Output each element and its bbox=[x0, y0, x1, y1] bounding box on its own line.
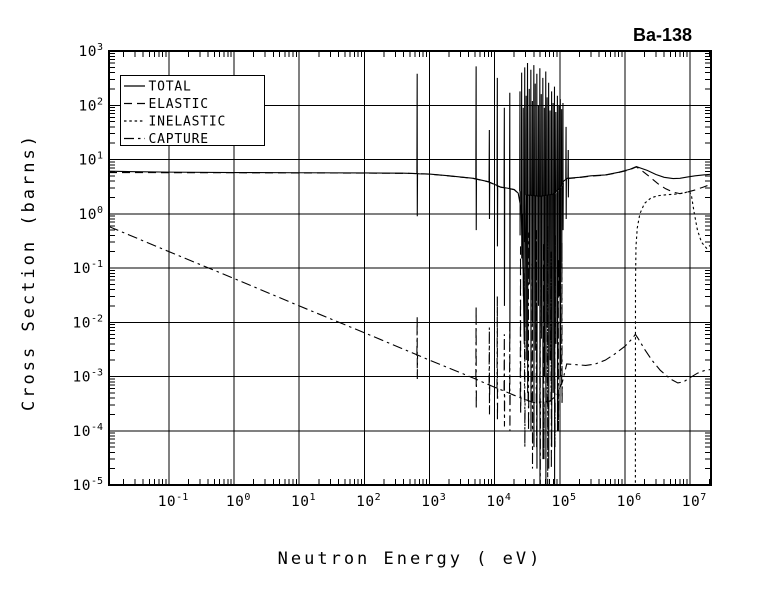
series-capture-resonance-spike bbox=[523, 273, 526, 448]
y-tick-label: 103 bbox=[79, 42, 104, 60]
data-series bbox=[109, 63, 711, 485]
y-tick-label: 102 bbox=[79, 96, 104, 114]
series-inelastic bbox=[634, 190, 711, 483]
legend-label-inelastic: INELASTIC bbox=[149, 115, 227, 130]
legend-label-total: TOTAL bbox=[149, 80, 192, 95]
series-total-resonance-spike bbox=[416, 73, 419, 217]
series-capture-resonance-spike bbox=[557, 258, 560, 431]
series-capture-resonance-spike bbox=[535, 230, 538, 448]
series-total-resonance-spike bbox=[526, 63, 529, 393]
x-tick-label: 104 bbox=[486, 492, 511, 510]
series-total-resonance-spike bbox=[542, 77, 544, 460]
series-total-resonance-spike bbox=[560, 109, 563, 269]
x-tick-labels: 10-1 100 101 102 103 104 105 106 107 bbox=[158, 492, 707, 510]
series-capture-resonance-spike bbox=[553, 235, 556, 448]
x-tick-label: 106 bbox=[617, 492, 642, 510]
series-total-resonance-spike bbox=[503, 107, 506, 306]
y-tick-label: 10-3 bbox=[72, 368, 103, 386]
series-total-resonance-spike bbox=[522, 107, 525, 297]
series-total-resonance-spike bbox=[519, 91, 521, 236]
y-axis-label: Cross Section (barns) bbox=[19, 133, 39, 411]
x-tick-label: 107 bbox=[682, 492, 707, 510]
series-capture-resonance-spike bbox=[543, 242, 545, 460]
y-tick-label: 10-1 bbox=[72, 259, 103, 277]
series-total-resonance-spike bbox=[520, 72, 523, 259]
x-tick-label: 102 bbox=[356, 492, 381, 510]
series-total-resonance-spike bbox=[552, 102, 554, 393]
series-capture-resonance-spike bbox=[475, 305, 478, 410]
series-capture-resonance-spike bbox=[508, 322, 511, 431]
series-total-resonance-spike bbox=[549, 110, 551, 361]
series-total-resonance-spike bbox=[530, 69, 532, 431]
series-total-resonance-spike bbox=[488, 129, 491, 220]
x-tick-label: 100 bbox=[226, 492, 251, 510]
x-tick-label: 105 bbox=[552, 492, 577, 510]
series-total-resonance-spike bbox=[547, 82, 550, 469]
series-capture-resonance-spike bbox=[503, 334, 506, 427]
x-tick-label: 103 bbox=[421, 492, 446, 510]
y-tick-label: 101 bbox=[79, 151, 104, 169]
series-total-resonance-spike bbox=[475, 66, 478, 231]
x-tick-label: 101 bbox=[291, 492, 316, 510]
series-total-resonance-spike bbox=[525, 95, 528, 361]
series-elastic-segment bbox=[567, 166, 711, 195]
legend-label-capture: CAPTURE bbox=[149, 132, 209, 147]
series-capture-resonance-spike bbox=[496, 296, 499, 422]
series-total-resonance-spike bbox=[559, 99, 562, 377]
series-total-resonance-spike bbox=[565, 126, 567, 220]
series-total-resonance-spike bbox=[562, 102, 564, 231]
series-inelastic-segment bbox=[634, 190, 711, 483]
series-total-resonance-spike bbox=[540, 94, 543, 339]
series-total-resonance-spike bbox=[556, 95, 559, 431]
y-tick-label: 100 bbox=[79, 205, 104, 223]
series-total-segment bbox=[109, 166, 711, 344]
series-capture-resonance-spike bbox=[527, 232, 530, 431]
plot-frame bbox=[108, 50, 712, 486]
series-total-resonance-spike bbox=[534, 83, 537, 351]
series-elastic bbox=[109, 166, 711, 195]
series-elastic-segment bbox=[109, 171, 519, 194]
series-capture-segment bbox=[109, 226, 711, 404]
series-capture-resonance-spike bbox=[546, 225, 549, 485]
series-total-resonance-spike bbox=[532, 65, 535, 448]
chart-title: Ba-138 bbox=[633, 25, 692, 45]
legend-box bbox=[120, 75, 265, 146]
x-axis-label: Neutron Energy ( eV) bbox=[278, 549, 543, 569]
y-tick-label: 10-5 bbox=[72, 476, 103, 494]
series-total-resonance-spike bbox=[554, 112, 557, 344]
series-total-resonance-spike bbox=[528, 88, 531, 285]
series-capture-resonance-spike bbox=[561, 242, 563, 405]
series-total-resonance-spike bbox=[537, 105, 540, 306]
series-total-resonance-spike bbox=[543, 107, 546, 377]
series-capture bbox=[109, 225, 711, 485]
y-tick-label: 10-2 bbox=[72, 313, 103, 331]
series-total-resonance-spike bbox=[496, 77, 499, 247]
series-total-resonance-spike bbox=[558, 105, 560, 297]
y-tick-labels: 103 102 101 100 10-1 10-2 10-3 10-4 10-5 bbox=[72, 42, 103, 494]
x-tick-label: 10-1 bbox=[158, 492, 189, 510]
series-capture-resonance-spike bbox=[519, 246, 522, 415]
legend-entries: TOTAL ELASTIC INELASTIC CAPTURE bbox=[124, 80, 227, 147]
series-total-resonance-spike bbox=[508, 92, 511, 339]
series-capture-resonance-spike bbox=[539, 267, 542, 485]
series-total-resonance-spike bbox=[531, 100, 534, 323]
series-capture-resonance-spike bbox=[488, 327, 491, 415]
series-capture-resonance-spike bbox=[416, 316, 419, 379]
y-tick-label: 10-4 bbox=[72, 422, 103, 440]
legend: TOTAL ELASTIC INELASTIC CAPTURE bbox=[120, 75, 265, 147]
series-total-resonance-spike bbox=[567, 149, 570, 198]
series-capture-resonance-spike bbox=[550, 251, 553, 469]
legend-label-elastic: ELASTIC bbox=[149, 97, 209, 112]
series-capture-resonance-spike bbox=[531, 263, 534, 469]
series-total-resonance-spike bbox=[544, 71, 547, 485]
